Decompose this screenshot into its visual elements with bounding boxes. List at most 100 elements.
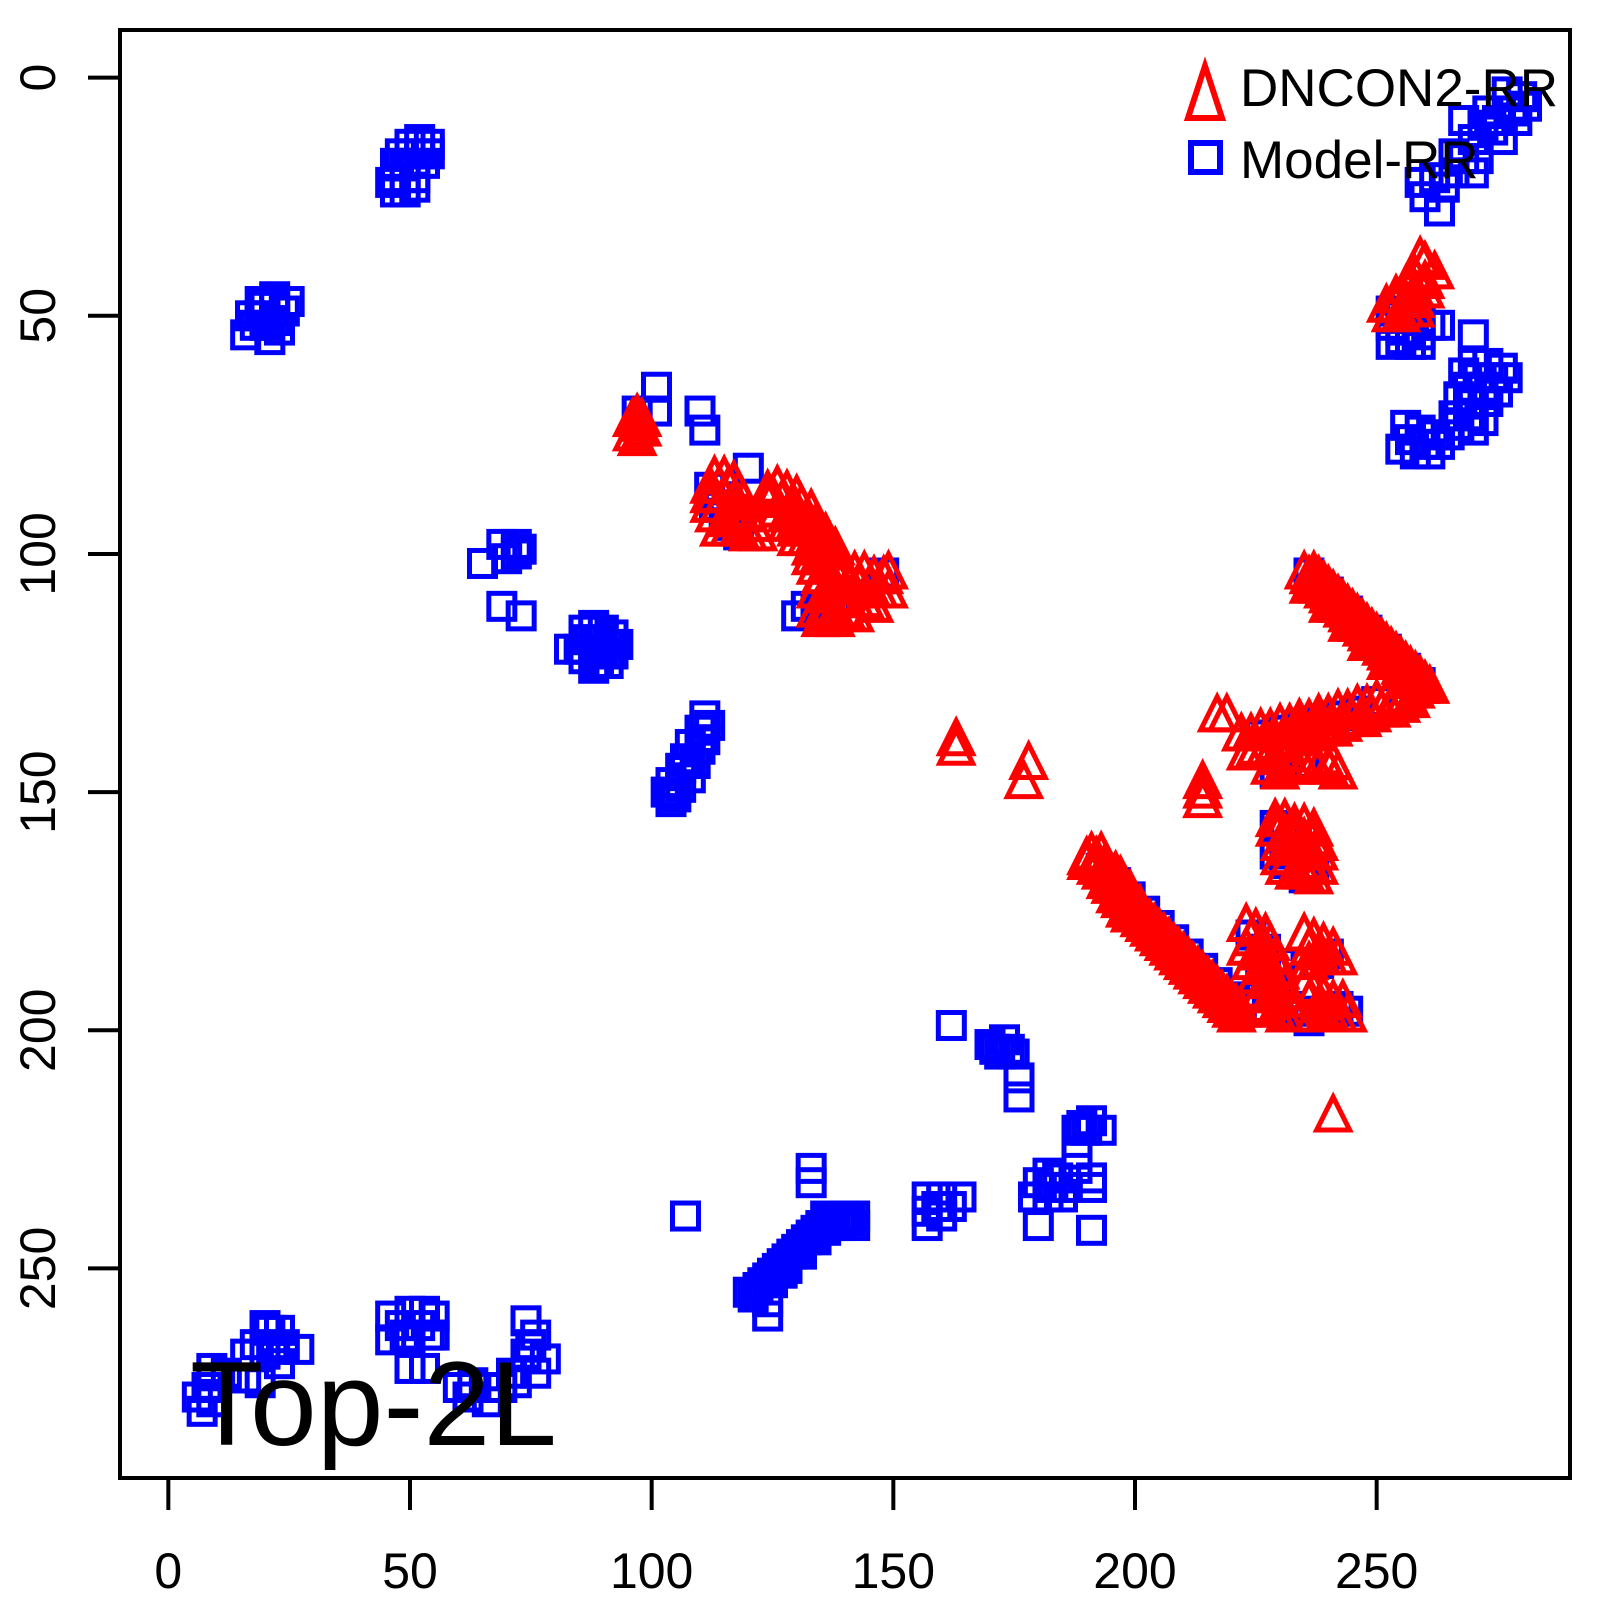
point-dncon2-rr xyxy=(1293,853,1335,895)
point-model-rr xyxy=(684,395,716,427)
point-model-rr xyxy=(264,1348,295,1380)
point-model-rr xyxy=(810,1200,842,1232)
point-model-rr xyxy=(191,1372,223,1403)
point-model-rr xyxy=(1076,1214,1107,1246)
point-dncon2-rr xyxy=(1235,724,1277,766)
point-dncon2-rr xyxy=(1254,986,1296,1028)
point-dncon2-rr xyxy=(1360,686,1403,728)
point-model-rr xyxy=(795,1167,827,1199)
point-dncon2-rr xyxy=(1293,991,1335,1033)
point-model-rr xyxy=(505,600,537,632)
point-model-rr xyxy=(264,314,295,346)
point-dncon2-rr xyxy=(1206,691,1248,733)
annotation-top-2l: Top-2L xyxy=(190,1337,557,1471)
point-dncon2-rr xyxy=(1182,777,1224,819)
point-model-rr xyxy=(1003,1081,1035,1113)
legend: DNCON2-RR Model-RR xyxy=(1183,56,1558,190)
point-dncon2-rr xyxy=(1389,677,1432,719)
point-dncon2-rr xyxy=(1298,700,1340,742)
point-dncon2-rr xyxy=(1307,743,1349,785)
point-dncon2-rr xyxy=(935,724,977,766)
point-dncon2-rr xyxy=(718,505,760,547)
x-tick-label: 200 xyxy=(1093,1543,1176,1599)
point-model-rr xyxy=(1482,105,1513,136)
y-tick-label: 200 xyxy=(10,989,66,1072)
point-model-rr xyxy=(660,781,692,813)
point-dncon2-rr xyxy=(689,472,731,514)
point-model-rr xyxy=(839,1210,871,1242)
point-model-rr xyxy=(515,1329,547,1361)
point-dncon2-rr xyxy=(1380,291,1422,333)
point-model-rr xyxy=(496,1357,527,1389)
point-model-rr xyxy=(650,776,682,808)
point-model-rr xyxy=(399,171,431,203)
point-model-rr xyxy=(1018,1181,1049,1213)
point-model-rr xyxy=(442,1372,474,1403)
point-model-rr xyxy=(911,1210,943,1242)
point-model-rr xyxy=(1037,1171,1069,1203)
point-model-rr xyxy=(404,1310,436,1342)
point-model-rr xyxy=(921,1191,953,1222)
point-dncon2-rr xyxy=(1249,743,1291,785)
point-dncon2-rr xyxy=(800,596,842,638)
legend-label-model: Model-RR xyxy=(1240,131,1479,190)
x-tick-label: 150 xyxy=(852,1543,935,1599)
point-dncon2-rr xyxy=(1380,681,1422,723)
point-dncon2-rr xyxy=(1003,757,1045,800)
point-dncon2-rr xyxy=(1317,748,1359,790)
point-dncon2-rr xyxy=(1331,696,1374,738)
point-dncon2-rr xyxy=(698,505,740,547)
point-model-rr xyxy=(1457,319,1489,351)
point-model-rr xyxy=(1022,1210,1054,1242)
legend-square-icon xyxy=(1188,140,1223,175)
point-dncon2-rr xyxy=(1322,700,1364,742)
point-model-rr xyxy=(1457,157,1489,189)
point-model-rr xyxy=(491,543,523,575)
point-dncon2-rr xyxy=(616,415,658,457)
point-model-rr xyxy=(655,786,687,818)
x-axis: 0 50 100 150 200 250 xyxy=(154,1478,1418,1599)
point-dncon2-rr xyxy=(1244,981,1287,1023)
point-dncon2-rr xyxy=(935,715,977,757)
point-model-rr xyxy=(1066,1110,1098,1142)
point-model-rr xyxy=(1486,124,1518,156)
point-model-rr xyxy=(1042,1162,1074,1194)
point-model-rr xyxy=(486,590,518,622)
x-tick-label: 250 xyxy=(1335,1543,1418,1599)
series-dncon2-rr xyxy=(611,234,1456,1133)
point-model-rr xyxy=(757,1267,788,1299)
y-tick-label: 250 xyxy=(10,1227,66,1310)
point-model-rr xyxy=(249,1310,281,1342)
point-model-rr xyxy=(389,176,421,208)
x-tick-label: 100 xyxy=(610,1543,693,1599)
point-model-rr xyxy=(670,1200,701,1232)
point-model-rr xyxy=(254,324,286,356)
point-dncon2-rr xyxy=(1182,767,1224,809)
point-dncon2-rr xyxy=(737,510,779,552)
point-model-rr xyxy=(471,1386,503,1418)
point-model-rr xyxy=(1409,181,1441,213)
point-dncon2-rr xyxy=(1259,748,1301,790)
point-model-rr xyxy=(935,1010,967,1041)
point-model-rr xyxy=(181,1381,213,1413)
point-model-rr xyxy=(230,1362,262,1394)
point-dncon2-rr xyxy=(1351,691,1393,733)
x-tick-label: 50 xyxy=(382,1543,438,1599)
point-dncon2-rr xyxy=(1312,1091,1354,1133)
point-model-rr xyxy=(979,1033,1011,1065)
point-model-rr xyxy=(500,538,532,570)
point-model-rr xyxy=(689,414,721,446)
legend-triangle-icon xyxy=(1183,56,1227,121)
point-dncon2-rr xyxy=(1283,848,1325,890)
point-model-rr xyxy=(452,1381,484,1413)
point-dncon2-rr xyxy=(1317,934,1359,976)
point-dncon2-rr xyxy=(1264,843,1306,885)
point-model-rr xyxy=(384,1310,416,1342)
point-dncon2-rr xyxy=(834,591,876,633)
point-model-rr xyxy=(1047,1181,1078,1213)
plot-border xyxy=(118,28,1572,1480)
point-dncon2-rr xyxy=(747,476,789,519)
point-dncon2-rr xyxy=(1288,924,1330,966)
